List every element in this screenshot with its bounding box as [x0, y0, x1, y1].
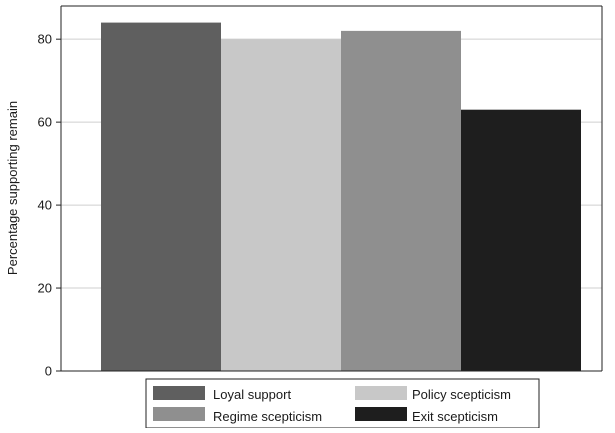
y-tick-label: 60 [38, 115, 52, 130]
y-tick-label: 40 [38, 198, 52, 213]
bar [461, 109, 581, 372]
legend: Loyal support Policy scepticism Regime sce… [145, 378, 540, 429]
bar [101, 22, 221, 371]
legend-label: Exit scepticism [412, 409, 498, 424]
axes: 0 20 40 60 80 [38, 5, 603, 379]
legend-box [145, 378, 540, 429]
legend-label: Loyal support [213, 387, 291, 402]
legend-swatch [355, 407, 407, 421]
legend-label: Regime scepticism [213, 409, 322, 424]
legend-swatch [153, 386, 205, 400]
bar [341, 30, 461, 372]
bar [221, 39, 341, 371]
y-tick-label: 20 [38, 281, 52, 296]
legend-swatch [355, 386, 407, 400]
legend-label: Policy scepticism [412, 387, 511, 402]
legend-swatch [153, 407, 205, 421]
y-axis-label: Percentage supporting remain [5, 101, 20, 275]
bars [101, 22, 581, 372]
y-tick-label: 0 [45, 364, 52, 379]
y-tick-label: 80 [38, 32, 52, 47]
